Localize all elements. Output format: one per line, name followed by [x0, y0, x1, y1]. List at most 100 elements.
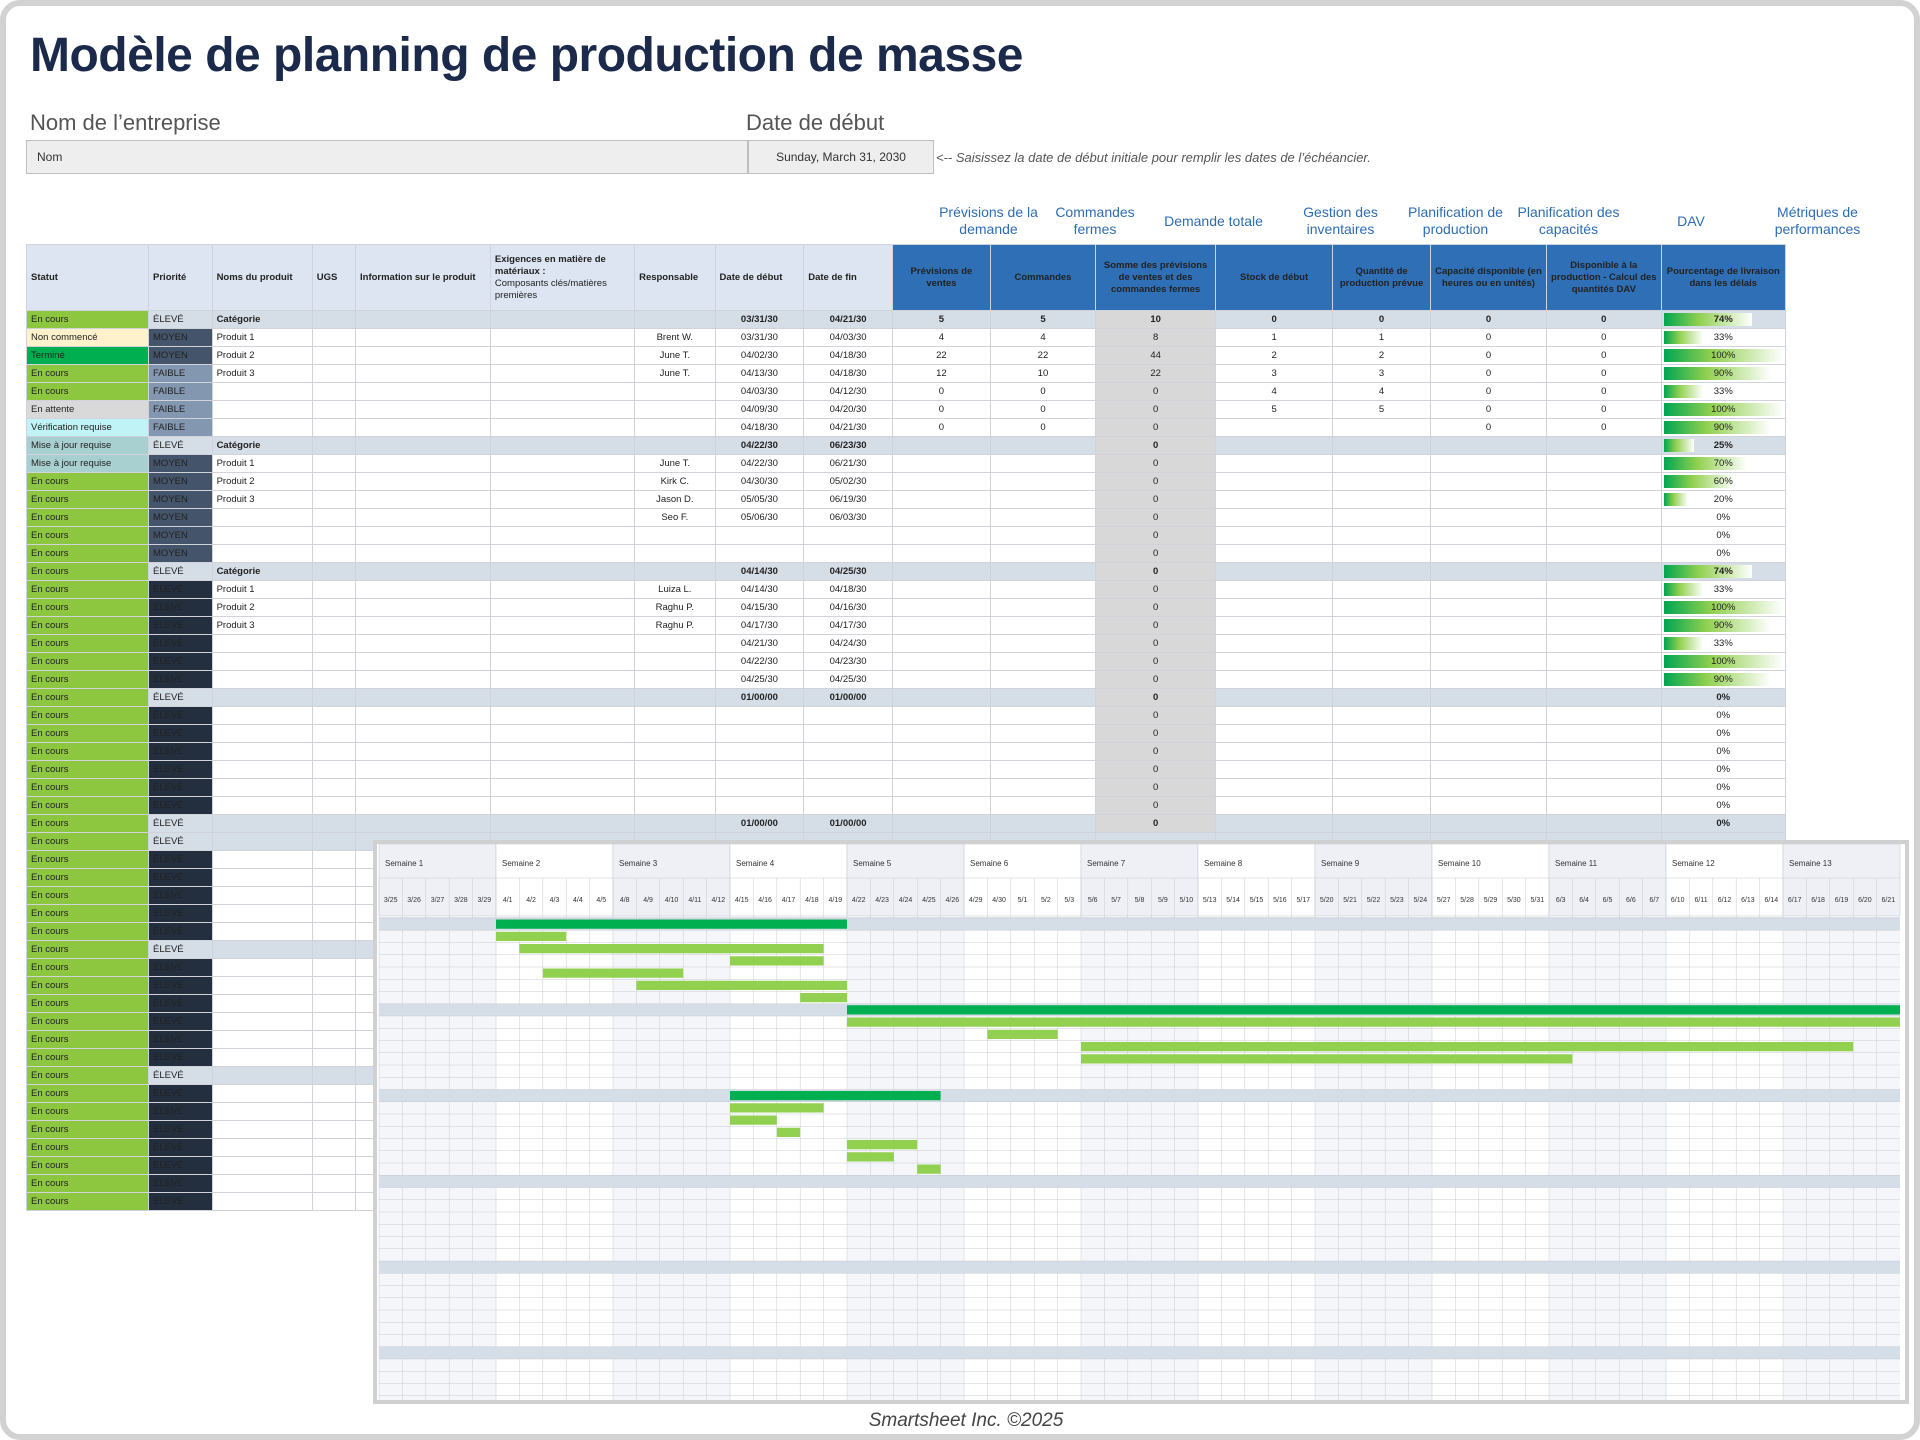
product-info-cell[interactable] [355, 688, 491, 707]
status-cell[interactable]: En cours [25, 688, 150, 707]
on-time-cell[interactable]: 0% [1660, 544, 1786, 563]
sales-forecast-cell[interactable] [891, 814, 991, 833]
starting-stock-cell[interactable] [1215, 418, 1334, 437]
total-demand-cell[interactable]: 44 [1095, 346, 1217, 365]
product-name-cell[interactable]: Produit 3 [211, 364, 313, 383]
status-cell[interactable]: En cours [25, 778, 150, 797]
priority-cell[interactable]: ÉLEVÉ [148, 1138, 213, 1157]
sku-cell[interactable] [311, 1120, 357, 1139]
product-info-cell[interactable] [355, 526, 491, 545]
gantt-bar[interactable] [987, 1029, 1058, 1039]
product-info-cell[interactable] [355, 760, 491, 779]
capacity-cell[interactable] [1430, 670, 1547, 689]
sales-forecast-cell[interactable] [891, 562, 991, 581]
product-info-cell[interactable] [355, 508, 491, 527]
product-name-cell[interactable] [211, 508, 313, 527]
start-date-cell[interactable]: 04/18/30 [714, 418, 805, 437]
orders-cell[interactable] [989, 814, 1097, 833]
product-info-cell[interactable] [355, 346, 491, 365]
start-date-cell[interactable] [714, 706, 805, 725]
planned-qty-cell[interactable] [1332, 526, 1432, 545]
materials-cell[interactable] [489, 760, 636, 779]
end-date-cell[interactable]: 04/18/30 [803, 364, 893, 383]
orders-cell[interactable] [989, 760, 1097, 779]
end-date-cell[interactable]: 01/00/00 [803, 688, 893, 707]
total-demand-cell[interactable]: 0 [1095, 760, 1217, 779]
orders-cell[interactable] [989, 454, 1097, 473]
on-time-cell[interactable]: 0% [1660, 688, 1786, 707]
sku-cell[interactable] [311, 310, 357, 329]
materials-cell[interactable] [489, 742, 636, 761]
on-time-cell[interactable]: 0% [1660, 778, 1786, 797]
status-cell[interactable]: En cours [25, 706, 150, 725]
capacity-cell[interactable] [1430, 580, 1547, 599]
product-name-cell[interactable] [211, 1030, 313, 1049]
product-info-cell[interactable] [355, 418, 491, 437]
priority-cell[interactable]: MOYEN [148, 346, 213, 365]
owner-cell[interactable]: June T. [634, 454, 716, 473]
product-name-cell[interactable] [211, 724, 313, 743]
planned-qty-cell[interactable]: 2 [1332, 346, 1432, 365]
sales-forecast-cell[interactable]: 5 [891, 310, 991, 329]
sku-cell[interactable] [311, 1192, 357, 1211]
owner-cell[interactable] [634, 418, 716, 437]
materials-cell[interactable] [489, 364, 636, 383]
sku-cell[interactable] [311, 328, 357, 347]
priority-cell[interactable]: ÉLEVÉ [148, 310, 213, 329]
priority-cell[interactable]: ÉLEVÉ [148, 742, 213, 761]
planned-qty-cell[interactable] [1332, 472, 1432, 491]
priority-cell[interactable]: ÉLEVÉ [148, 706, 213, 725]
capacity-cell[interactable]: 0 [1430, 382, 1547, 401]
total-demand-cell[interactable]: 0 [1095, 418, 1217, 437]
product-info-cell[interactable] [355, 472, 491, 491]
owner-cell[interactable] [634, 544, 716, 563]
start-date-cell[interactable]: 04/17/30 [714, 616, 805, 635]
owner-cell[interactable] [634, 796, 716, 815]
on-time-cell[interactable]: 90% [1660, 418, 1786, 437]
status-cell[interactable]: Non commencé [25, 328, 150, 347]
col-header-total-demand[interactable]: Somme des prévisions de ventes et des co… [1095, 244, 1217, 311]
priority-cell[interactable]: ÉLEVÉ [148, 994, 213, 1013]
atp-cell[interactable]: 0 [1545, 310, 1662, 329]
sales-forecast-cell[interactable] [891, 616, 991, 635]
end-date-cell[interactable]: 04/21/30 [803, 418, 893, 437]
planned-qty-cell[interactable]: 4 [1332, 382, 1432, 401]
status-cell[interactable]: En cours [25, 472, 150, 491]
atp-cell[interactable] [1545, 742, 1662, 761]
capacity-cell[interactable] [1430, 544, 1547, 563]
materials-cell[interactable] [489, 526, 636, 545]
sales-forecast-cell[interactable] [891, 796, 991, 815]
product-name-cell[interactable]: Produit 2 [211, 472, 313, 491]
product-name-cell[interactable]: Produit 1 [211, 580, 313, 599]
status-cell[interactable]: En cours [25, 1156, 150, 1175]
priority-cell[interactable]: ÉLEVÉ [148, 1156, 213, 1175]
product-name-cell[interactable]: Produit 1 [211, 454, 313, 473]
sales-forecast-cell[interactable] [891, 652, 991, 671]
owner-cell[interactable]: Kirk C. [634, 472, 716, 491]
owner-cell[interactable]: June T. [634, 346, 716, 365]
orders-cell[interactable]: 0 [989, 400, 1097, 419]
gantt-bar[interactable] [1081, 1054, 1573, 1064]
product-info-cell[interactable] [355, 310, 491, 329]
product-name-cell[interactable] [211, 526, 313, 545]
product-info-cell[interactable] [355, 562, 491, 581]
status-cell[interactable]: En cours [25, 382, 150, 401]
sku-cell[interactable] [311, 364, 357, 383]
end-date-cell[interactable] [803, 760, 893, 779]
product-info-cell[interactable] [355, 490, 491, 509]
planned-qty-cell[interactable] [1332, 688, 1432, 707]
product-name-cell[interactable] [211, 1120, 313, 1139]
starting-stock-cell[interactable] [1215, 634, 1334, 653]
materials-cell[interactable] [489, 562, 636, 581]
product-name-cell[interactable]: Produit 2 [211, 598, 313, 617]
starting-stock-cell[interactable]: 1 [1215, 328, 1334, 347]
product-info-cell[interactable] [355, 814, 491, 833]
gantt-bar[interactable] [730, 956, 824, 966]
starting-stock-cell[interactable] [1215, 724, 1334, 743]
total-demand-cell[interactable]: 0 [1095, 562, 1217, 581]
orders-cell[interactable] [989, 778, 1097, 797]
end-date-cell[interactable]: 04/12/30 [803, 382, 893, 401]
gantt-bar[interactable] [1081, 1042, 1854, 1052]
gantt-bar[interactable] [519, 944, 824, 954]
sku-cell[interactable] [311, 1048, 357, 1067]
